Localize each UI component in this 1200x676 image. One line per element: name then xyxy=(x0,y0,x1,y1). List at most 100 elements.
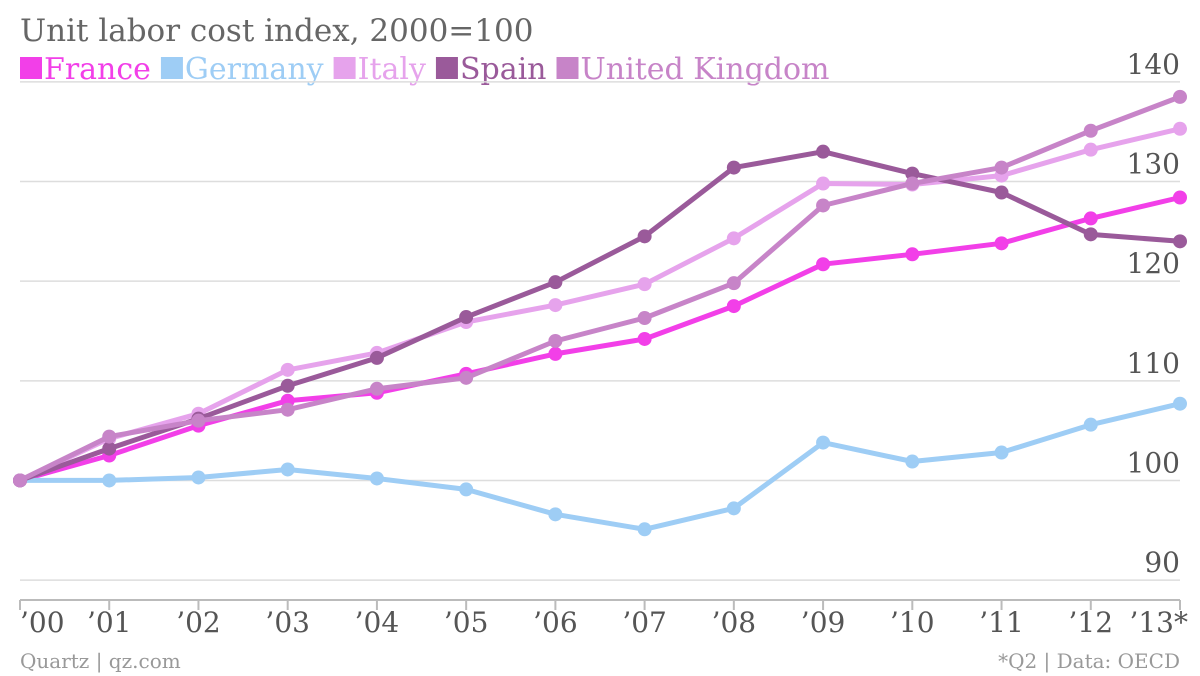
data-point-france xyxy=(1083,211,1098,226)
legend-label-italy: Italy xyxy=(358,52,426,87)
x-tick-label: ’04 xyxy=(355,606,400,639)
x-tick-label: ’00 xyxy=(20,606,65,639)
legend-label-france: France xyxy=(44,52,151,87)
series-group xyxy=(13,89,1187,537)
data-point-united-kingdom xyxy=(548,333,563,348)
data-point-spain xyxy=(726,160,741,175)
series-line-germany xyxy=(17,401,1183,532)
data-point-germany xyxy=(905,454,920,469)
data-point-france xyxy=(1173,190,1187,205)
data-point-united-kingdom xyxy=(280,402,295,417)
data-point-germany xyxy=(280,462,295,477)
data-point-france xyxy=(994,236,1009,251)
data-point-spain xyxy=(459,310,474,325)
data-point-united-kingdom xyxy=(13,473,27,488)
legend-swatch-germany xyxy=(160,57,183,79)
data-point-france xyxy=(726,299,741,314)
data-point-united-kingdom xyxy=(1173,89,1187,104)
chart-title: Unit labor cost index, 2000=100 xyxy=(20,13,533,49)
x-tick-label: ’12 xyxy=(1069,606,1114,639)
legend-label-united-kingdom: United Kingdom xyxy=(581,52,830,87)
series-line-united-kingdom xyxy=(17,94,1183,483)
data-point-united-kingdom xyxy=(459,370,474,385)
legend-swatch-united-kingdom xyxy=(556,57,579,79)
x-tick-label: ’01 xyxy=(87,606,132,639)
data-point-italy xyxy=(726,231,741,246)
data-point-spain xyxy=(994,185,1009,200)
data-point-spain xyxy=(280,378,295,393)
data-point-germany xyxy=(191,470,206,485)
x-tick-label: ’13* xyxy=(1129,606,1188,639)
y-tick-label: 140 xyxy=(1127,48,1180,81)
data-point-spain xyxy=(102,441,117,456)
series-france xyxy=(13,190,1187,488)
source-left: Quartz | qz.com xyxy=(20,649,181,674)
data-point-germany xyxy=(1173,396,1187,411)
data-point-germany xyxy=(726,501,741,516)
data-point-united-kingdom xyxy=(994,160,1009,175)
series-line-spain xyxy=(17,149,1183,483)
x-tick-label: ’05 xyxy=(444,606,489,639)
y-axis-ticks: 90 100 110 120 130 140 xyxy=(1127,48,1180,579)
data-point-united-kingdom xyxy=(637,311,652,326)
legend: France Germany Italy Spain United Kingdom xyxy=(20,52,830,87)
data-point-spain xyxy=(637,229,652,244)
legend-swatch-france xyxy=(20,57,42,79)
data-point-france xyxy=(637,331,652,346)
data-point-united-kingdom xyxy=(191,413,206,428)
y-tick-label: 110 xyxy=(1127,347,1180,380)
x-tick-label: ’09 xyxy=(801,606,846,639)
gridlines xyxy=(20,81,1180,581)
data-point-united-kingdom xyxy=(369,381,384,396)
data-point-spain xyxy=(816,144,831,159)
data-point-italy xyxy=(1173,121,1187,136)
data-point-germany xyxy=(816,435,831,450)
series-united-kingdom xyxy=(13,89,1187,488)
data-point-united-kingdom xyxy=(102,429,117,444)
legend-swatch-italy xyxy=(333,57,356,79)
data-point-germany xyxy=(459,482,474,497)
data-point-united-kingdom xyxy=(726,276,741,291)
legend-label-spain: Spain xyxy=(460,52,547,87)
data-point-united-kingdom xyxy=(1083,123,1098,138)
y-tick-label: 100 xyxy=(1127,446,1180,479)
x-tick-label: ’06 xyxy=(533,606,578,639)
data-point-spain xyxy=(1083,227,1098,242)
data-point-italy xyxy=(548,298,563,313)
data-point-spain xyxy=(369,350,384,365)
data-point-italy xyxy=(1083,142,1098,157)
data-point-united-kingdom xyxy=(816,198,831,213)
series-spain xyxy=(13,144,1187,488)
data-point-germany xyxy=(994,445,1009,460)
y-tick-label: 120 xyxy=(1127,247,1180,280)
x-axis: ’00 ’01 ’02 ’03 ’04 ’05 ’06 ’07 ’08 ’09 ’10 ’11 ’12 ’… xyxy=(19,599,1188,639)
data-point-spain xyxy=(1173,234,1187,249)
data-point-germany xyxy=(1083,417,1098,432)
data-point-germany xyxy=(548,507,563,522)
x-tick-label: ’11 xyxy=(979,606,1024,639)
x-tick-label: ’02 xyxy=(176,606,221,639)
legend-swatch-spain xyxy=(435,57,458,79)
source-right: *Q2 | Data: OECD xyxy=(998,649,1180,674)
series-germany xyxy=(13,396,1187,537)
data-point-france xyxy=(905,247,920,262)
legend-label-germany: Germany xyxy=(185,52,324,87)
data-point-germany xyxy=(369,471,384,486)
data-point-italy xyxy=(280,362,295,377)
data-point-spain xyxy=(548,275,563,290)
series-line-france xyxy=(17,195,1183,483)
data-point-france xyxy=(816,257,831,272)
data-point-germany xyxy=(637,522,652,537)
y-tick-label: 90 xyxy=(1144,546,1180,579)
data-point-germany xyxy=(102,473,117,488)
data-point-france xyxy=(548,346,563,361)
x-tick-label: ’08 xyxy=(712,606,757,639)
series-italy xyxy=(13,121,1187,488)
data-point-spain xyxy=(905,166,920,181)
y-tick-label: 130 xyxy=(1127,148,1180,181)
x-tick-label: ’07 xyxy=(622,606,667,639)
x-tick-label: ’03 xyxy=(265,606,310,639)
x-tick-label: ’10 xyxy=(890,606,935,639)
series-line-italy xyxy=(17,126,1183,483)
